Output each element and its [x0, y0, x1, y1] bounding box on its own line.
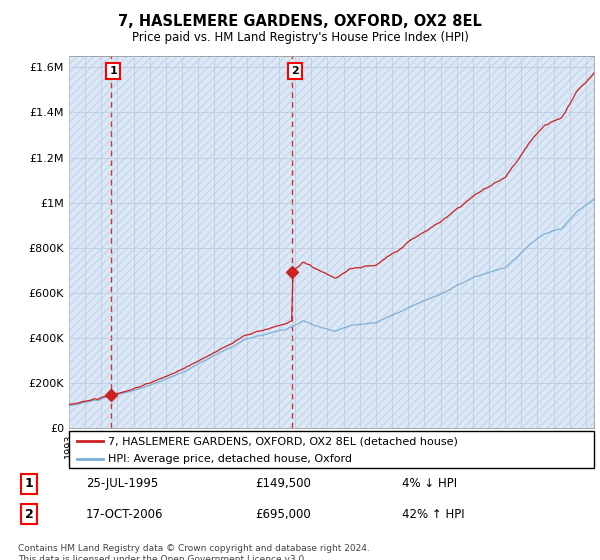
Text: 7, HASLEMERE GARDENS, OXFORD, OX2 8EL: 7, HASLEMERE GARDENS, OXFORD, OX2 8EL — [118, 14, 482, 29]
Text: 42% ↑ HPI: 42% ↑ HPI — [401, 507, 464, 521]
Text: 17-OCT-2006: 17-OCT-2006 — [86, 507, 163, 521]
Text: 4% ↓ HPI: 4% ↓ HPI — [401, 477, 457, 491]
Text: £149,500: £149,500 — [255, 477, 311, 491]
Text: HPI: Average price, detached house, Oxford: HPI: Average price, detached house, Oxfo… — [109, 454, 352, 464]
Text: Price paid vs. HM Land Registry's House Price Index (HPI): Price paid vs. HM Land Registry's House … — [131, 31, 469, 44]
Text: 7, HASLEMERE GARDENS, OXFORD, OX2 8EL (detached house): 7, HASLEMERE GARDENS, OXFORD, OX2 8EL (d… — [109, 436, 458, 446]
Text: Contains HM Land Registry data © Crown copyright and database right 2024.
This d: Contains HM Land Registry data © Crown c… — [18, 544, 370, 560]
Text: 2: 2 — [25, 507, 34, 521]
Text: £695,000: £695,000 — [255, 507, 311, 521]
Text: 1: 1 — [25, 477, 34, 491]
Text: 2: 2 — [291, 66, 299, 76]
Text: 1: 1 — [109, 66, 117, 76]
Text: 25-JUL-1995: 25-JUL-1995 — [86, 477, 158, 491]
FancyBboxPatch shape — [69, 431, 594, 468]
